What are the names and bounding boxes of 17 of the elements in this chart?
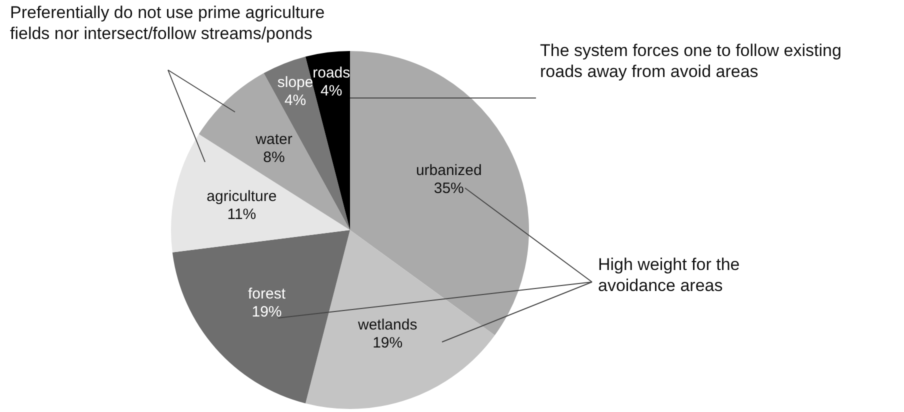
slice-label: forest (248, 286, 286, 303)
data-label: 11% (227, 206, 256, 223)
data-label: 4% (320, 82, 342, 100)
slice-label: roads (312, 64, 350, 82)
text: Preferentially do not use prime agriculture fields nor intersect/follow streams/ponds (10, 2, 326, 44)
text: The system forces one to follow existing roads away from avoid areas (540, 40, 842, 82)
data-label: 19% (372, 334, 403, 352)
data-label: 4% (284, 92, 306, 110)
text: High weight for the avoidance areas (598, 254, 741, 296)
data-label: 8% (263, 149, 285, 166)
slice-label: agriculture (206, 188, 277, 205)
slice-label: slope (277, 74, 314, 92)
slice-label: urbanized (416, 162, 482, 179)
slice-label: wetlands (356, 316, 418, 334)
data-label: 19% (252, 304, 282, 321)
data-label: 35% (434, 180, 464, 197)
slice-label: water (254, 131, 292, 148)
